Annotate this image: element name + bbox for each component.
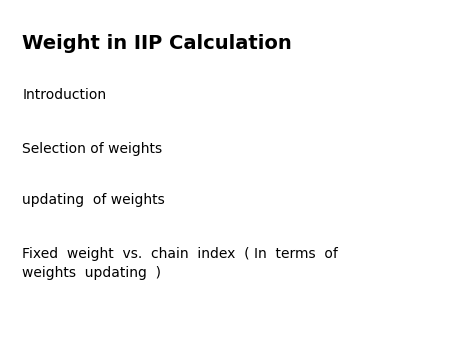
Text: Fixed  weight  vs.  chain  index  ( In  terms  of
weights  updating  ): Fixed weight vs. chain index ( In terms … [22, 247, 338, 280]
Text: Selection of weights: Selection of weights [22, 142, 162, 156]
Text: Weight in IIP Calculation: Weight in IIP Calculation [22, 34, 292, 53]
Text: Introduction: Introduction [22, 88, 107, 102]
Text: updating  of weights: updating of weights [22, 193, 165, 207]
